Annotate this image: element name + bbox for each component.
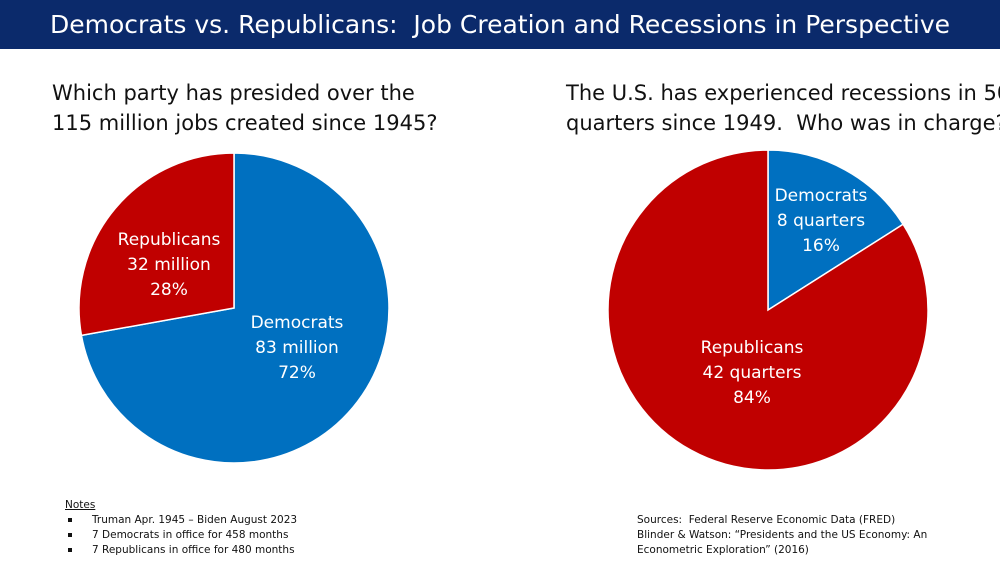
slice-label-display: 8 quarters: [777, 211, 865, 231]
pie-slice-republicans: [78, 152, 235, 337]
jobs-chart-title: Which party has presided over the 115 mi…: [52, 81, 438, 135]
notes-item: Truman Apr. 1945 – Biden August 2023: [65, 513, 297, 528]
slice-label-name: Republicans: [701, 338, 804, 358]
slice-label-democrats: Democrats 83 million 72%: [251, 313, 344, 383]
slice-label-name: Democrats: [775, 186, 868, 206]
slice-label-percent: 84%: [733, 388, 771, 408]
notes-heading: Notes: [65, 499, 96, 511]
notes-item: 7 Republicans in office for 480 months: [65, 543, 297, 558]
slice-label-name: Democrats: [251, 313, 344, 333]
slice-label-republicans: Republicans 42 quarters 84%: [701, 338, 804, 408]
notes-list: Truman Apr. 1945 – Biden August 2023 7 D…: [65, 513, 297, 558]
pie-slice-democrats: [80, 152, 390, 464]
slice-label-display: 32 million: [127, 255, 211, 275]
slice-label-percent: 28%: [150, 280, 188, 300]
pie-slice-republicans: [607, 149, 929, 471]
recessions-chart-title: The U.S. has experienced recessions in 5…: [566, 81, 1000, 135]
slice-label-democrats: Democrats 8 quarters 16%: [775, 186, 868, 256]
slice-label-percent: 16%: [802, 236, 840, 256]
slice-label-display: 83 million: [255, 338, 339, 358]
sources-text: Sources: Federal Reserve Economic Data (…: [637, 514, 928, 556]
notes-section: Notes Truman Apr. 1945 – Biden August 20…: [65, 498, 297, 558]
slice-label-name: Republicans: [118, 230, 221, 250]
header-banner: Democrats vs. Republicans: Job Creation …: [0, 0, 1000, 49]
pie-slice-democrats: [767, 149, 905, 312]
notes-item: 7 Democrats in office for 458 months: [65, 528, 297, 543]
slice-label-display: 42 quarters: [703, 363, 802, 383]
slice-label-percent: 72%: [278, 363, 316, 383]
slice-label-republicans: Republicans 32 million 28%: [118, 230, 221, 300]
page-title: Democrats vs. Republicans: Job Creation …: [49, 10, 951, 39]
